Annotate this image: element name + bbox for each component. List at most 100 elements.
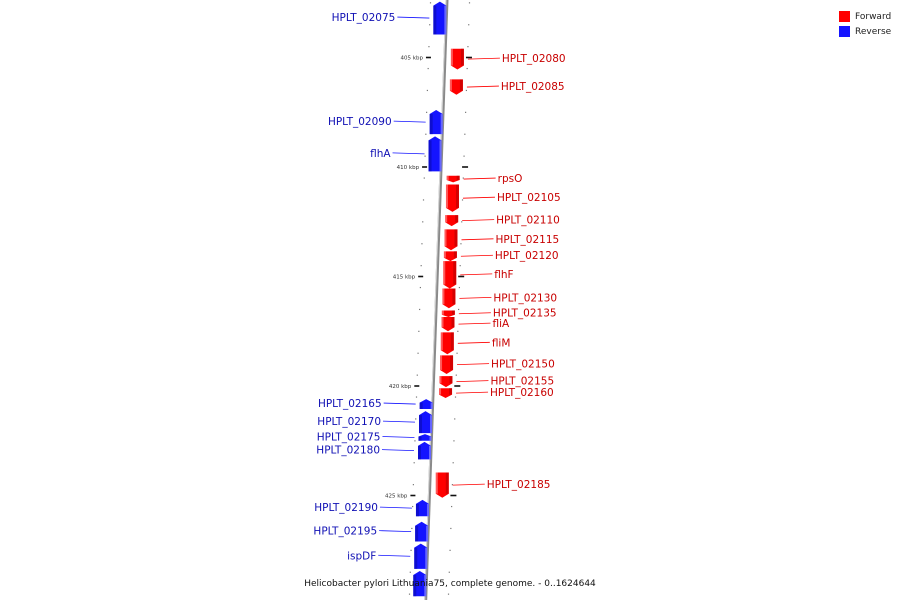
gene-label[interactable]: HPLT_02110 [496,215,560,227]
gene-arrow[interactable] [450,48,464,70]
gene-ispDF[interactable] [414,543,428,569]
minor-tick [455,374,457,376]
gene-HPLT_02105[interactable] [445,184,459,212]
gene-highlight [444,229,447,247]
gene-HPLT_02160[interactable] [439,388,453,399]
gene-HPLT_02190[interactable] [415,499,429,517]
gene-HPLT_02170[interactable] [419,411,433,434]
genome-caption: Helicobacter pylori Lithuania75, complet… [304,579,596,589]
gene-arrow[interactable] [442,288,456,309]
gene-label[interactable]: HPLT_02120 [495,250,559,262]
gene-leader-line [397,16,430,19]
minor-tick [464,133,466,135]
gene-arrow[interactable] [439,388,453,399]
gene-arrow[interactable] [419,399,433,409]
gene-arrow[interactable] [415,521,429,542]
gene-arrow[interactable] [443,251,457,262]
gene-leader-line [379,530,412,533]
gene-leader-line [383,402,416,405]
minor-tick [425,133,427,135]
gene-shade [451,310,455,315]
gene-arrow[interactable] [414,543,428,569]
gene-shade [450,332,454,351]
gene-HPLT_02085[interactable] [449,79,463,95]
gene-label[interactable]: HPLT_02080 [502,53,566,65]
gene-arrow[interactable] [443,261,457,289]
gene-label[interactable]: HPLT_02085 [501,81,565,93]
gene-label[interactable]: HPLT_02155 [490,376,554,388]
gene-shade [418,436,422,441]
gene-label[interactable]: rpsO [498,173,523,185]
legend-forward: Forward [839,9,891,24]
gene-HPLT_02165[interactable] [419,399,433,409]
gene-shade [450,355,454,370]
gene-HPLT_02135[interactable] [441,310,455,318]
gene-arrow[interactable] [435,472,449,498]
gene-fliA[interactable] [441,317,455,332]
gene-highlight [444,5,447,35]
gene-label[interactable]: HPLT_02090 [328,116,392,128]
gene-label[interactable]: HPLT_02170 [317,416,381,428]
ruler-tick-label: 410 kbp [397,165,420,171]
gene-arrow[interactable] [440,332,454,355]
gene-HPLT_02185[interactable] [435,472,449,498]
gene-HPLT_02195[interactable] [415,521,429,542]
gene-label[interactable]: HPLT_02160 [490,387,554,399]
gene-label[interactable]: HPLT_02175 [317,431,381,443]
gene-arrow[interactable] [445,215,459,227]
gene-arrow[interactable] [440,355,454,374]
gene-HPLT_02110[interactable] [445,215,459,227]
gene-label[interactable]: HPLT_02195 [313,526,377,538]
gene-shade [451,317,455,328]
gene-label[interactable]: fliM [492,337,511,349]
gene-arrow[interactable] [413,571,427,597]
gene-label[interactable]: HPLT_02150 [491,359,555,371]
gene-label[interactable]: HPLT_02135 [493,308,557,320]
gene-label[interactable]: fliA [492,318,510,330]
gene-label[interactable]: HPLT_02105 [497,192,561,204]
gene-fliM[interactable] [440,332,454,355]
gene-arrow[interactable] [439,376,453,388]
gene-arrow[interactable] [428,136,442,172]
gene-HPLT_02155[interactable] [439,376,453,388]
gene-label[interactable]: HPLT_02190 [314,502,378,514]
gene-label[interactable]: HPLT_02130 [493,292,557,304]
gene-leader-line [462,219,495,222]
gene-HPLT_02120[interactable] [443,251,457,262]
gene-label[interactable]: HPLT_02165 [318,398,382,410]
gene-HPLT_02080[interactable] [450,48,464,70]
gene-arrow[interactable] [446,175,460,183]
gene-arrow[interactable] [433,1,447,35]
gene-flhF[interactable] [443,261,457,289]
gene-label[interactable]: ispDF [347,550,376,562]
gene-arrow[interactable] [419,411,433,434]
gene-HPLT_02175[interactable] [418,434,432,441]
gene-arrow[interactable] [415,499,429,517]
gene-label[interactable]: flhA [370,148,391,160]
gene-label[interactable]: flhF [494,269,513,281]
gene-arrow[interactable] [418,441,432,460]
minor-tick [451,484,453,486]
gene-HPLT_02090[interactable] [429,110,443,135]
gene-HPLT_02150[interactable] [440,355,454,374]
gene-shade [449,376,453,384]
gene-unnamed[interactable] [413,571,427,597]
gene-arrow[interactable] [441,317,455,332]
gene-label[interactable]: HPLT_02115 [495,234,559,246]
gene-label[interactable]: HPLT_02075 [332,12,396,24]
gene-flhA[interactable] [428,136,442,172]
gene-arrow[interactable] [429,110,443,135]
gene-label[interactable]: HPLT_02185 [487,479,551,491]
gene-HPLT_02180[interactable] [418,441,432,460]
gene-rpsO[interactable] [446,175,460,183]
gene-HPLT_02115[interactable] [444,229,458,251]
gene-label[interactable]: HPLT_02180 [316,445,380,457]
gene-arrow[interactable] [445,184,459,212]
gene-arrow[interactable] [418,434,432,441]
gene-arrow[interactable] [444,229,458,251]
gene-HPLT_02075[interactable] [433,1,447,35]
gene-arrow[interactable] [441,310,455,318]
minor-tick [411,527,413,530]
gene-arrow[interactable] [449,79,463,95]
gene-HPLT_02130[interactable] [442,288,456,309]
